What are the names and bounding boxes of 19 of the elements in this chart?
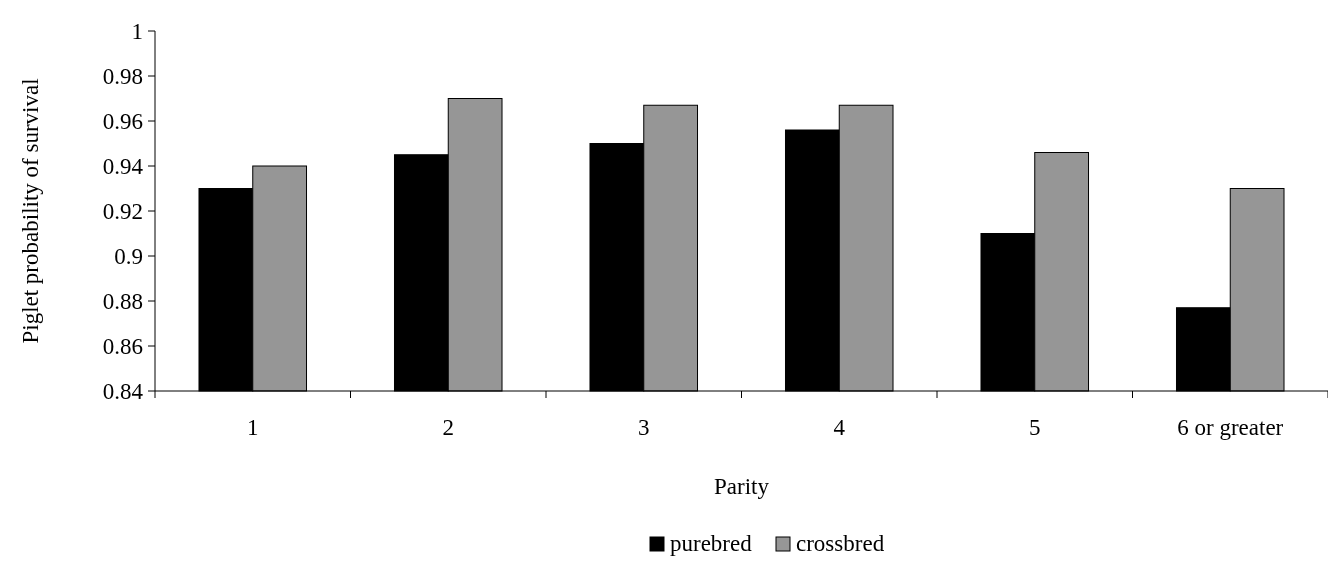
y-tick-label: 0.92 [102, 199, 143, 225]
y-tick-label: 1 [131, 19, 143, 45]
y-tick-label: 0.9 [114, 244, 143, 270]
x-tick-label: 3 [638, 415, 650, 440]
x-tick-label: 4 [833, 415, 846, 440]
x-tick-label: 6 or greater [1177, 415, 1284, 440]
y-tick-label: 0.88 [102, 289, 143, 315]
x-axis-title: Parity [714, 474, 770, 499]
y-tick-label: 0.84 [102, 379, 144, 405]
y-tick-label: 0.96 [102, 109, 143, 135]
x-tick-label: 1 [247, 415, 259, 440]
y-tick-label: 0.94 [102, 154, 144, 180]
x-tick-label: 2 [442, 415, 454, 440]
legend-label: crossbred [796, 531, 885, 556]
y-tick-label: 0.98 [102, 64, 143, 90]
y-axis-title: Piglet probability of survival [18, 78, 43, 344]
x-tick-label: 5 [1029, 415, 1041, 440]
y-tick-label: 0.86 [102, 334, 143, 360]
legend-label: purebred [670, 531, 753, 556]
